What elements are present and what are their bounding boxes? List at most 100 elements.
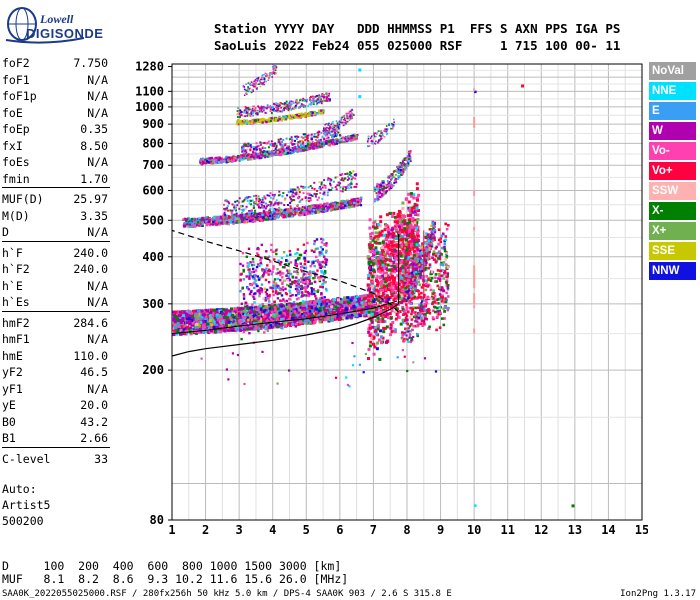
echo-point <box>407 269 411 273</box>
echo-point <box>445 264 449 267</box>
param-value: 284.6 <box>73 315 108 330</box>
echo-point <box>404 242 408 246</box>
echo-point <box>305 286 308 289</box>
echo-point <box>280 260 283 264</box>
echo-point <box>432 258 436 261</box>
echo-point <box>265 307 269 310</box>
echo-point <box>397 295 401 299</box>
echo-point <box>407 300 411 304</box>
echo-point <box>186 325 190 329</box>
echo-point <box>264 322 268 326</box>
echo-point <box>326 312 330 316</box>
echo-point <box>441 274 445 278</box>
echo-point <box>293 280 297 283</box>
station-header: Station YYYY DAY DDD HHMMSS P1 FFS S AXN… <box>214 20 620 54</box>
echo-point <box>283 300 287 303</box>
echo-point <box>343 310 346 314</box>
echo-point <box>387 240 391 244</box>
echo-point <box>395 245 399 249</box>
echo-point <box>373 226 377 230</box>
echo-point <box>265 288 269 292</box>
echo-point <box>428 311 432 315</box>
echo-point <box>375 311 379 315</box>
echo-point <box>413 243 417 247</box>
echo-point <box>302 278 306 282</box>
echo-point <box>209 329 213 332</box>
echo-point <box>320 307 324 311</box>
echo-point <box>254 323 257 327</box>
echo-point <box>387 228 391 232</box>
echo-point <box>405 285 409 289</box>
echo-point <box>378 310 382 314</box>
echo-point <box>415 203 419 207</box>
echo-point <box>317 304 321 308</box>
echo-point <box>285 274 288 277</box>
echo-point <box>268 295 271 298</box>
echo-point <box>374 332 378 336</box>
logo-line1: Lowell <box>40 12 74 26</box>
echo-point <box>225 324 228 328</box>
echo-point <box>316 276 320 279</box>
echo-point <box>264 313 268 317</box>
echo-point <box>300 284 303 288</box>
echo-point <box>409 234 413 238</box>
echo-point <box>384 247 388 251</box>
echo-point <box>301 294 304 297</box>
echo-point <box>402 313 405 316</box>
echo-point <box>215 325 219 329</box>
echo-point <box>198 327 202 331</box>
echo-point <box>266 318 270 322</box>
echo-point <box>379 329 382 333</box>
echo-point <box>420 277 423 280</box>
echo-point <box>276 317 279 320</box>
echo-point <box>368 333 372 337</box>
echo-point <box>271 315 275 318</box>
echo-point <box>416 229 420 233</box>
echo-point <box>378 300 382 304</box>
echo-point <box>216 317 220 321</box>
echo-point <box>382 326 386 330</box>
echo-point <box>282 279 285 282</box>
echo-point <box>440 261 443 265</box>
echo-point <box>438 306 441 309</box>
echo-point <box>202 320 206 324</box>
echo-point <box>409 259 413 262</box>
echo-point <box>430 276 434 280</box>
echo-point <box>333 316 337 320</box>
echo-point <box>389 333 393 337</box>
echo-point <box>242 316 245 319</box>
echo-point <box>375 297 379 301</box>
echo-point <box>428 276 431 280</box>
echo-point <box>375 279 378 282</box>
echo-point <box>326 300 329 303</box>
echo-point <box>248 311 252 315</box>
echo-point <box>319 303 323 307</box>
echo-point <box>244 311 247 314</box>
echo-point <box>371 280 375 284</box>
echo-point <box>437 277 440 280</box>
echo-point <box>326 317 330 321</box>
echo-point <box>232 322 236 326</box>
echo-point <box>172 321 176 325</box>
echo-point <box>410 236 414 240</box>
echo-point <box>172 310 176 314</box>
echo-point <box>402 260 406 264</box>
echo-point <box>293 310 297 313</box>
echo-point <box>309 320 312 324</box>
echo-point <box>303 307 306 310</box>
echo-point <box>391 327 395 331</box>
param-row: foF2 7.750 <box>2 56 108 70</box>
echo-point <box>386 288 390 291</box>
echo-point <box>442 277 445 280</box>
echo-point <box>193 321 197 325</box>
echo-point <box>433 280 437 283</box>
echo-point <box>367 297 370 301</box>
echo-point <box>385 279 389 282</box>
echo-point <box>300 280 303 283</box>
echo-point <box>296 307 300 311</box>
echo-point <box>445 298 448 302</box>
echo-point <box>438 252 442 255</box>
echo-point <box>408 284 411 288</box>
echo-point <box>412 324 415 328</box>
echo-point <box>292 300 296 304</box>
